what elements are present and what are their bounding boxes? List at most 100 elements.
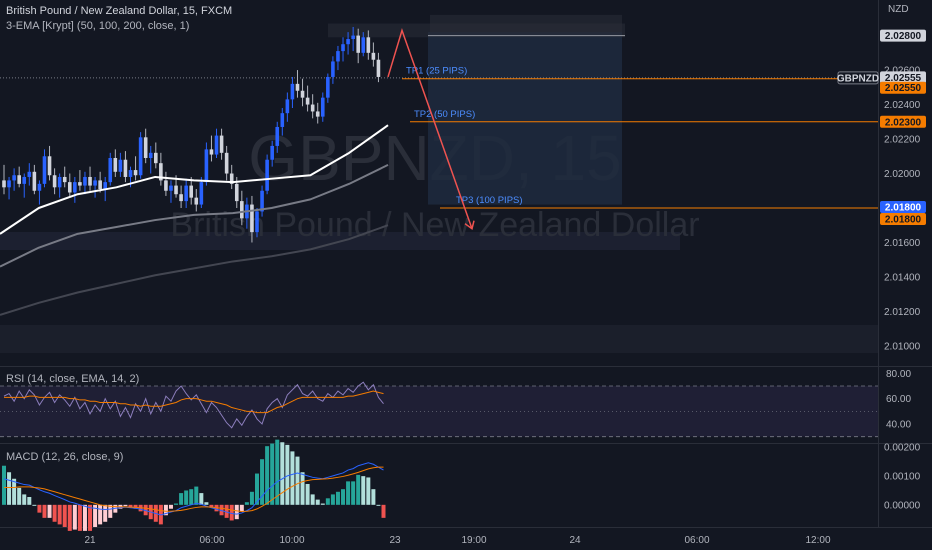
macd-histogram-bar <box>260 459 265 505</box>
candle-body <box>148 152 153 158</box>
time-tick-label: 19:00 <box>461 535 486 546</box>
candle-body <box>67 182 72 193</box>
candle-body <box>315 111 320 117</box>
macd-histogram-bar <box>361 476 366 505</box>
macd-histogram-bar <box>244 502 249 505</box>
candle-body <box>118 159 123 172</box>
macd-histogram-bar <box>143 504 148 516</box>
macd-histogram-bar <box>265 446 270 505</box>
time-tick-label: 06:00 <box>199 535 224 546</box>
macd-histogram-bar <box>82 504 87 531</box>
macd-histogram-bar <box>27 497 32 505</box>
macd-histogram-bar <box>194 486 199 505</box>
candle-body <box>204 149 209 183</box>
candle-body <box>331 61 335 77</box>
price-badge <box>880 71 926 84</box>
price-tick-label: 2.01200 <box>884 307 921 318</box>
macd-histogram-bar <box>108 504 113 518</box>
drawings-layer[interactable]: TP1 (25 PIPS) TP2 (50 PIPS) TP3 (100 PIPS) <box>0 14 878 230</box>
macd-histogram-bar <box>88 504 93 531</box>
candle-body <box>128 170 133 177</box>
price-badge <box>880 213 926 225</box>
price-badge-label: 2.02550 <box>885 83 922 94</box>
candle-body <box>280 113 285 127</box>
candle-body <box>32 171 37 191</box>
macd-histogram-bar <box>320 503 325 505</box>
macd-histogram-bar <box>381 504 386 518</box>
price-tick-label: 2.01600 <box>884 238 921 249</box>
candle-body <box>7 180 11 188</box>
candle-body <box>336 51 340 62</box>
macd-histogram-bar <box>351 481 356 505</box>
candle-body <box>37 183 42 191</box>
macd-histogram-bar <box>179 493 184 505</box>
rsi-legend[interactable]: RSI (14, close, EMA, 14, 2) <box>6 373 140 385</box>
macd-histogram-bar <box>133 504 138 509</box>
price-tick-label: 2.02600 <box>884 66 921 77</box>
candle-body <box>62 176 67 183</box>
candle-body <box>224 152 229 174</box>
candle-body <box>310 104 315 112</box>
macd-histogram-bar <box>204 502 209 505</box>
candle-body <box>346 39 350 45</box>
price-badge <box>880 201 926 213</box>
symbol-title[interactable]: British Pound / New Zealand Dollar, 15, … <box>6 5 233 17</box>
macd-histogram-bar <box>356 474 361 505</box>
candle-body <box>295 83 300 91</box>
macd-histogram-bar <box>280 442 285 505</box>
rsi-tick-label: 80.00 <box>886 369 911 380</box>
price-badge <box>880 115 926 128</box>
price-tick-label: 2.02400 <box>884 100 921 111</box>
time-tick-label: 06:00 <box>684 535 709 546</box>
candle-body <box>83 176 87 186</box>
candle-body <box>285 99 290 114</box>
macd-histogram-bar <box>103 504 108 522</box>
time-tick-label: 12:00 <box>805 535 830 546</box>
macd-histogram-bar <box>128 504 133 508</box>
macd-histogram-bar <box>371 489 376 505</box>
macd-histogram-bar <box>72 504 77 530</box>
time-tick-label: 21 <box>84 535 96 546</box>
price-axis-currency: NZD <box>888 4 909 15</box>
candle-body <box>219 135 224 153</box>
candle-body <box>179 194 183 202</box>
macd-histogram-bar <box>239 504 244 512</box>
macd-legend[interactable]: MACD (12, 26, close, 9) <box>6 451 124 463</box>
candle-body <box>189 185 194 198</box>
candle-body <box>174 185 178 195</box>
candle-body <box>214 135 219 155</box>
macd-histogram-bar <box>2 465 6 505</box>
macd-tick-label: 0.00000 <box>884 500 921 511</box>
macd-histogram-bar <box>219 504 224 516</box>
macd-histogram-bar <box>255 473 259 505</box>
candle-body <box>265 159 269 191</box>
macd-histogram-bar <box>376 504 381 506</box>
macd-histogram-bar <box>123 504 128 507</box>
candle-body <box>290 83 295 100</box>
rsi-tick-label: 40.00 <box>886 420 911 431</box>
candle-body <box>326 76 330 98</box>
price-badge-label: 2.02300 <box>885 117 922 128</box>
macd-histogram-bar <box>310 494 315 505</box>
candle-body <box>143 137 148 158</box>
macd-histogram-bar <box>93 504 98 527</box>
candle-body <box>133 170 138 176</box>
macd-tick-label: 0.00200 <box>884 442 921 453</box>
candle-body <box>42 156 47 184</box>
price-badge <box>880 81 926 94</box>
macd-histogram-bar <box>32 504 37 506</box>
target-label-3: TP3 (100 PIPS) <box>456 195 523 206</box>
position-profit-zone <box>428 32 622 205</box>
price-tick-label: 2.01400 <box>884 272 921 283</box>
candle-body <box>138 137 143 176</box>
indicator-legend[interactable]: 3-EMA [Krypt] (50, 100, 200, close, 1) <box>6 20 190 32</box>
candle-body <box>371 52 376 60</box>
candle-body <box>199 182 204 205</box>
macd-histogram-bar <box>98 504 103 525</box>
rsi-ema-line <box>4 390 384 414</box>
candle-body <box>73 182 77 193</box>
ema-line-3 <box>0 224 389 316</box>
candle-body <box>250 204 254 233</box>
macd-histogram-bar <box>42 504 47 518</box>
